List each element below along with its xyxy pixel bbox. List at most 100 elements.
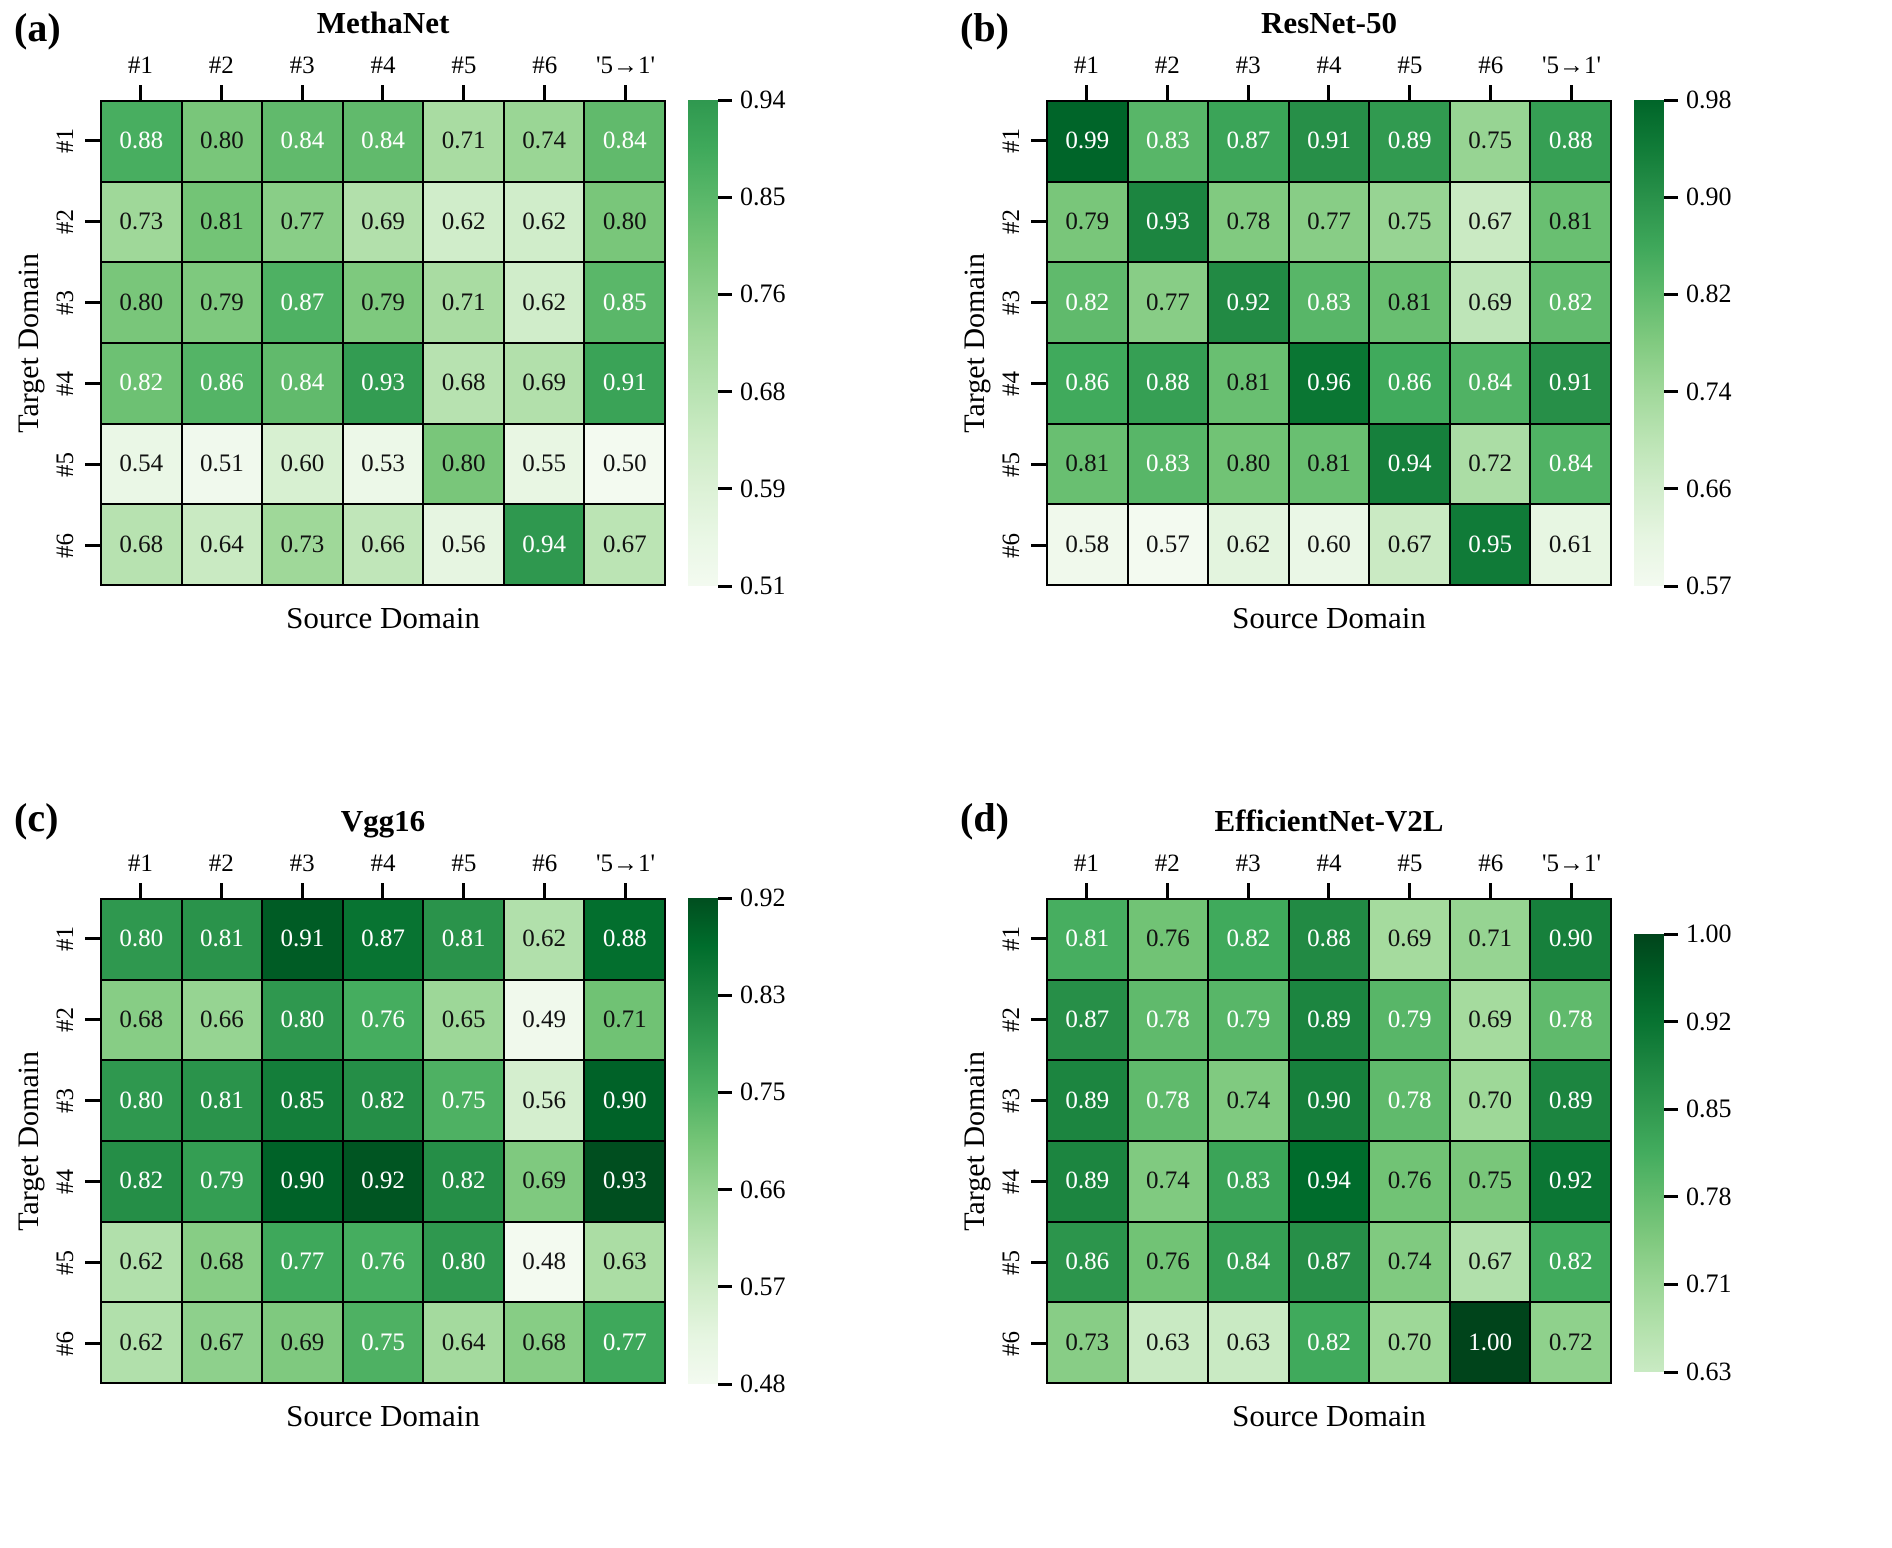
heatmap-cell: 0.78 [1128, 980, 1208, 1060]
heatmap-cell: 0.72 [1450, 424, 1530, 504]
axis-tick-mark [85, 181, 100, 262]
column-header: #2 [1154, 52, 1180, 79]
row-header: #4 [52, 371, 79, 396]
axis-tick-mark [343, 85, 424, 100]
colorbar-tick-label: 0.75 [740, 1077, 786, 1107]
heatmap-cell: 0.77 [1289, 182, 1369, 262]
heatmap-cell: 0.82 [102, 343, 181, 423]
y-axis-label: Target Domain [12, 100, 46, 586]
colorbar-ticks: 0.98 0.90 0.82 0.74 0.66 0.57 [1664, 87, 1774, 599]
colorbar-tick: 0.57 [718, 1273, 786, 1300]
axis-tick-mark [1531, 85, 1612, 100]
x-axis-label: Source Domain [1232, 600, 1426, 635]
heatmap-cell: 0.84 [585, 102, 664, 181]
heatmap-cell: 0.96 [1289, 343, 1369, 423]
column-header: #4 [1316, 850, 1342, 877]
column-header: #3 [1235, 850, 1261, 877]
heatmap-cell: 0.78 [1531, 980, 1610, 1060]
heatmap-cell: 0.91 [1531, 343, 1610, 423]
heatmap-cell: 0.68 [102, 505, 181, 584]
axis-tick-mark [1046, 883, 1127, 898]
row-header: #4 [998, 1169, 1025, 1194]
colorbar-tick-mark [1664, 487, 1678, 491]
heatmap-cell: 0.80 [182, 102, 262, 181]
heatmap-cell: 0.94 [1370, 424, 1449, 504]
heatmap-grid: 0.99 0.83 0.87 0.91 0.89 0.75 0.88 0.79 0.93 0.78… [1046, 100, 1612, 586]
row-header: #3 [998, 290, 1025, 315]
heatmap-cell: 0.88 [1128, 343, 1208, 423]
column-header: #2 [208, 850, 234, 877]
axis-tick-mark [1369, 883, 1450, 898]
heatmap-cell: 0.65 [424, 980, 503, 1060]
heatmap-cell: 0.69 [1370, 900, 1449, 979]
heatmap-cell: 0.90 [263, 1141, 342, 1221]
heatmap-cell: 0.73 [102, 182, 181, 262]
colorbar-tick: 0.48 [718, 1371, 786, 1397]
panel-title: ResNet-50 [1260, 5, 1397, 40]
heatmap-cell: 0.84 [1531, 424, 1610, 504]
column-header: #2 [208, 52, 234, 79]
colorbar-tick-label: 0.98 [1686, 85, 1732, 114]
panel-title: MethaNet [316, 5, 450, 40]
colorbar-tick-mark [1664, 1020, 1678, 1024]
colorbar-tick-mark [718, 195, 732, 199]
colorbar-tick-label: 0.92 [740, 883, 786, 912]
panel-title: Vgg16 [340, 803, 426, 838]
colorbar-tick-mark [718, 292, 732, 296]
heatmap-cell: 0.81 [1209, 343, 1288, 423]
heatmap-cell: 0.63 [1128, 1303, 1208, 1382]
heatmap-cell: 0.88 [1531, 102, 1610, 181]
heatmap-cell: 0.49 [504, 980, 584, 1060]
heatmap-cell: 0.94 [504, 505, 584, 584]
heatmap-cell: 0.93 [1128, 182, 1208, 262]
colorbar-tick: 0.92 [718, 885, 786, 911]
heatmap-cell: 0.89 [1531, 1061, 1610, 1140]
row-header: #3 [52, 1088, 79, 1113]
heatmap-cell: 0.82 [102, 1141, 181, 1221]
heatmap-cell: 0.76 [1128, 1222, 1208, 1302]
axis-tick-mark [1369, 85, 1450, 100]
x-axis-label: Source Domain [286, 600, 480, 635]
axis-tick-mark [85, 1141, 100, 1222]
row-header: #1 [52, 128, 79, 153]
heatmap-cell: 0.86 [1048, 343, 1127, 423]
heatmap-cell: 0.82 [1531, 1222, 1610, 1302]
column-header: #3 [1235, 52, 1261, 79]
colorbar-tick-mark [1664, 98, 1678, 102]
heatmap-cell: 0.83 [1209, 1141, 1288, 1221]
axis-tick-mark [1450, 883, 1531, 898]
axis-tick-mark [1450, 85, 1531, 100]
x-axis-label: Source Domain [1232, 1398, 1426, 1433]
colorbar [1634, 934, 1664, 1372]
row-header: #6 [52, 1331, 79, 1356]
heatmap-cell: 0.51 [182, 424, 262, 504]
heatmap-cell: 0.81 [1048, 424, 1127, 504]
heatmap-cell: 0.62 [504, 182, 584, 262]
heatmap-cell: 0.79 [1048, 182, 1127, 262]
axis-tick-mark [1031, 898, 1046, 979]
y-axis-label: Target Domain [958, 898, 992, 1384]
row-header: #2 [998, 209, 1025, 234]
axis-tick-mark [85, 898, 100, 979]
heatmap-cell: 1.00 [1450, 1303, 1530, 1382]
colorbar-tick-label: 0.68 [740, 376, 786, 406]
column-header: #6 [1478, 850, 1504, 877]
axis-tick-mark [1031, 505, 1046, 586]
heatmap-cell: 0.78 [1209, 182, 1288, 262]
heatmap-cell: 0.86 [1048, 1222, 1127, 1302]
y-axis-label-text: Target Domain [958, 253, 991, 433]
colorbar-tick-mark [1664, 1282, 1678, 1286]
heatmap-cell: 0.76 [343, 980, 423, 1060]
axis-tick-mark [585, 85, 666, 100]
column-header: #1 [1073, 52, 1099, 79]
heatmap-cell: 0.80 [102, 900, 181, 979]
heatmap-cell: 0.76 [1370, 1141, 1449, 1221]
heatmap-cell: 0.75 [1370, 182, 1449, 262]
colorbar-tick-mark [718, 1382, 732, 1386]
colorbar-tick-mark [718, 98, 732, 102]
heatmap-cell: 0.58 [1048, 505, 1127, 584]
heatmap-cell: 0.62 [424, 182, 503, 262]
axis-tick-mark [85, 979, 100, 1060]
panel-title: EfficientNet-V2L [1214, 803, 1444, 838]
